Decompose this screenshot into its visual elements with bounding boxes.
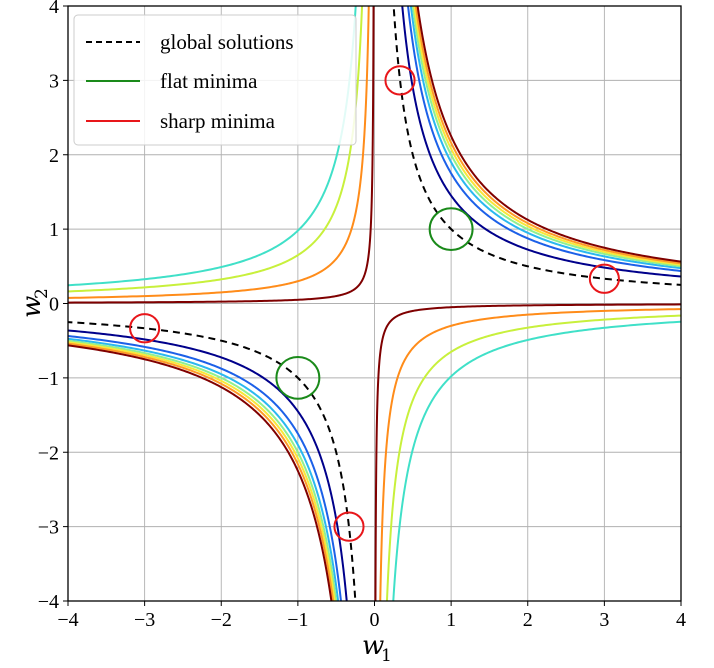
flat-minimum-marker [428,207,474,251]
flat-minimum-marker [275,356,321,400]
contour-line [379,308,681,601]
contour-line [411,6,681,268]
legend-label-flat-minima: flat minima [160,69,258,93]
axis-ticks: −4 −3 −2 −1 0 1 2 3 4 −4 −3 −2 −1 0 1 2 3 4 [38,0,686,631]
y-axis-label-main: w [17,296,47,318]
x-tick-label: 3 [599,609,609,631]
legend: global solutions flat minima sharp minim… [73,14,357,146]
y-tick-label: −1 [38,368,59,390]
x-tick-label: 1 [446,609,456,631]
contour-line [407,6,681,272]
y-tick-label: −2 [38,442,59,464]
contour-line [68,335,342,601]
x-tick-label: 0 [370,609,380,631]
sharp-minimum-marker [129,313,161,344]
global-solution-line [68,321,357,601]
contour-line [385,314,681,601]
contour-line [409,6,681,270]
y-tick-label: 3 [49,70,59,92]
contour-line [68,339,338,601]
legend-label-sharp-minima: sharp minima [160,109,276,133]
contour-line [68,341,336,601]
x-tick-label: −3 [134,609,155,631]
contour-line [374,303,681,601]
contour-line [68,6,370,299]
contour-line [68,344,333,601]
contour-line [68,342,335,601]
sharp-minimum-marker [384,65,416,96]
global-solution-line [392,6,681,286]
y-tick-label: 4 [49,0,59,18]
y-tick-label: 2 [49,145,59,167]
contour-line [414,6,681,265]
contour-line [68,6,375,304]
x-axis-label-sub: 1 [381,646,392,666]
y-axis-label: w 2 [17,288,52,318]
sharp-minimum-marker [588,263,620,294]
contour-line [392,320,681,601]
y-axis-label-sub: 2 [32,288,52,299]
y-tick-label: 0 [49,294,59,316]
contour-line [68,337,340,601]
global-solutions-curve [68,6,681,601]
minima-markers [129,65,620,542]
sharp-minimum-marker [333,511,365,542]
x-tick-label: −2 [211,609,232,631]
y-tick-label: −4 [38,591,59,613]
x-axis-label: w 1 [362,631,392,666]
y-tick-label: −3 [38,517,59,539]
x-tick-label: 2 [523,609,533,631]
contour-line [416,6,681,263]
x-tick-label: 4 [676,609,686,631]
contour-line [413,6,681,266]
x-tick-label: −4 [57,609,78,631]
x-tick-label: −1 [287,609,308,631]
y-tick-label: 1 [49,219,59,241]
x-axis-label-main: w [362,631,384,661]
legend-label-global-solutions: global solutions [160,30,294,54]
legend-box [73,14,357,146]
